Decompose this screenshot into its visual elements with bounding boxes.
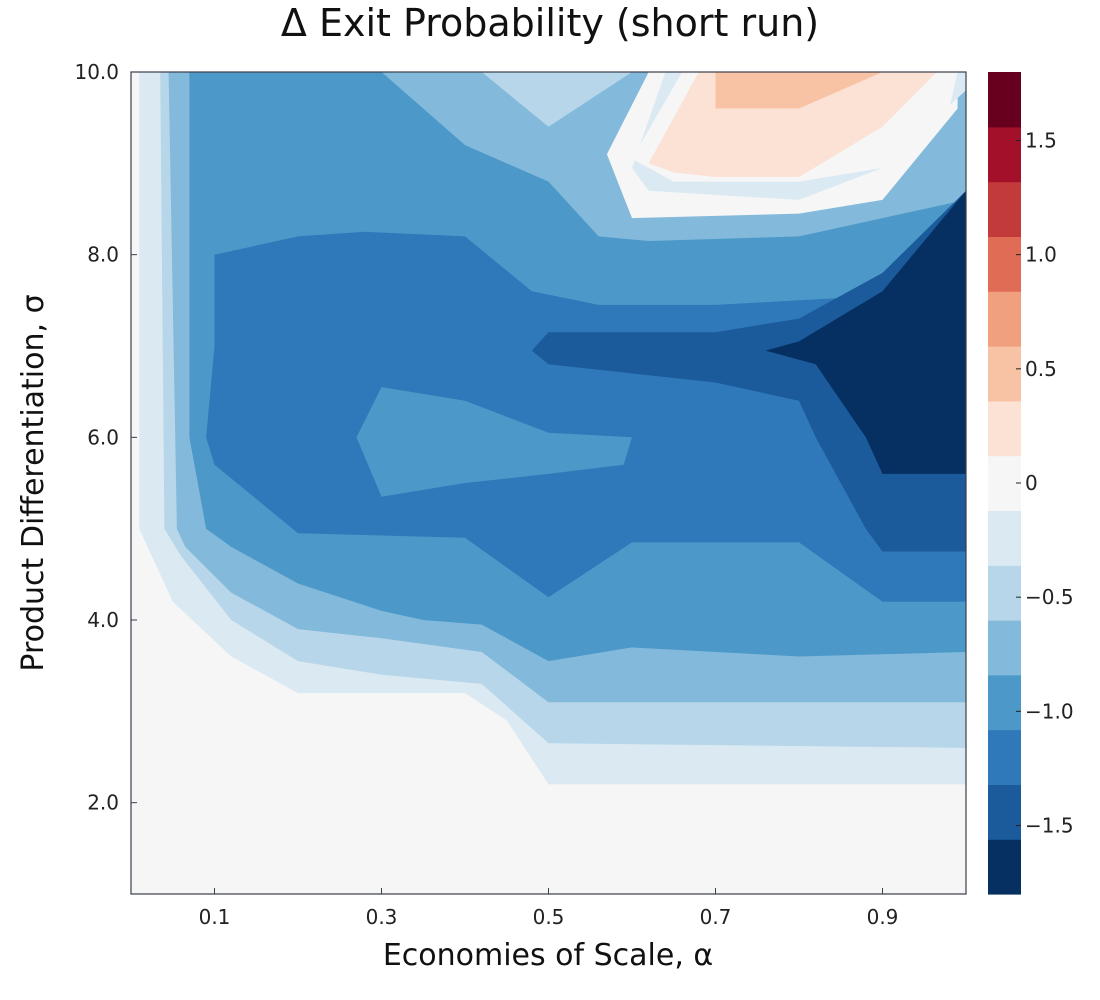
colorbar-segment (988, 565, 1021, 621)
x-axis-ticks: 0.1 0.3 0.5 0.7 0.9 (199, 888, 899, 929)
colorbar-segment (988, 510, 1021, 566)
colorbar-segment (988, 72, 1021, 128)
colorbar-tick-label: 0.5 (1025, 357, 1057, 381)
x-tick-label: 0.5 (533, 905, 565, 929)
y-axis-title: Product Differentiation, σ (16, 294, 51, 671)
colorbar-tick-label: −1.0 (1025, 699, 1074, 723)
y-tick-label: 6.0 (87, 425, 119, 449)
colorbar-segment (988, 236, 1021, 292)
x-tick-label: 0.1 (199, 905, 231, 929)
x-axis-title: Economies of Scale, α (383, 938, 713, 973)
colorbar-segment (988, 181, 1021, 237)
y-tick-label: 8.0 (87, 243, 119, 267)
y-tick-label: 4.0 (87, 608, 119, 632)
colorbar-tick-label: −0.5 (1025, 585, 1074, 609)
chart-title: Δ Exit Probability (short run) (281, 1, 819, 45)
y-tick-label: 10.0 (74, 60, 119, 84)
contour-region-5 (356, 387, 632, 497)
plot-area (130, 71, 967, 895)
colorbar-segment (988, 839, 1021, 895)
contour-region-6 (531, 190, 966, 552)
x-tick-label: 0.7 (700, 905, 732, 929)
contour-regions (139, 72, 966, 785)
colorbar-segment (988, 729, 1021, 785)
colorbar-segment (988, 784, 1021, 840)
contour-region-12 (715, 72, 883, 109)
colorbar-tick-label: 1.5 (1025, 129, 1057, 153)
y-axis-ticks: 2.0 4.0 6.0 8.0 10.0 (74, 60, 137, 815)
colorbar-segment (988, 674, 1021, 731)
colorbar (988, 72, 1021, 895)
colorbar-segment (988, 291, 1021, 347)
colorbar-segment (988, 620, 1021, 676)
colorbar-ticks: −1.5 −1.0 −0.5 0 0.5 1.0 1.5 (1016, 129, 1074, 838)
colorbar-tick-label: −1.5 (1025, 814, 1074, 838)
x-tick-label: 0.3 (366, 905, 398, 929)
colorbar-segment (988, 400, 1021, 457)
colorbar-tick-label: 0 (1025, 471, 1038, 495)
contour-region-7 (765, 190, 966, 474)
colorbar-segment (988, 455, 1021, 511)
colorbar-segment (988, 346, 1021, 402)
y-tick-label: 2.0 (87, 791, 119, 815)
colorbar-tick-label: 1.0 (1025, 243, 1057, 267)
colorbar-segment (988, 126, 1021, 183)
x-tick-label: 0.9 (867, 905, 899, 929)
